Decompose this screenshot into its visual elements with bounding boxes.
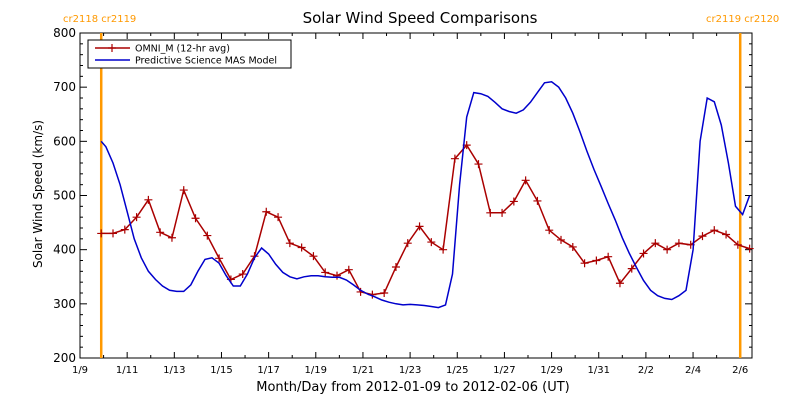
omni-data-point (710, 226, 719, 235)
omni-data-point (557, 235, 566, 244)
omni-data-point (203, 231, 212, 240)
x-tick-label: 1/15 (210, 365, 232, 376)
omni-data-point (97, 229, 106, 238)
omni-data-point (627, 264, 636, 273)
y-tick-label: 600 (53, 134, 76, 148)
x-axis-label: Month/Day from 2012-01-09 to 2012-02-06 … (256, 380, 569, 395)
omni-data-point (238, 270, 247, 279)
omni-data-point (722, 230, 731, 239)
legend-box (87, 39, 292, 69)
x-tick-label: 1/25 (446, 365, 468, 376)
omni-data-point (321, 268, 330, 277)
omni-data-point (144, 195, 153, 204)
x-tick-label: 1/19 (305, 365, 327, 376)
omni-data-point (474, 160, 483, 169)
omni-data-point (403, 239, 412, 248)
y-tick-label: 300 (53, 297, 76, 311)
omni-data-point (698, 232, 707, 241)
omni-data-point (639, 249, 648, 258)
omni-data-point (498, 208, 507, 217)
carrington-label: cr2119 cr2120 (706, 14, 779, 25)
x-tick-label: 2/2 (638, 365, 654, 376)
omni-data-point (427, 238, 436, 247)
omni-data-point (191, 214, 200, 223)
omni-data-point (333, 271, 342, 280)
x-tick-label: 1/21 (352, 365, 374, 376)
omni-data-point (262, 207, 271, 216)
y-tick-label: 800 (53, 26, 76, 40)
omni-data-point (120, 225, 129, 234)
omni-data-point (439, 245, 448, 254)
omni-data-point (615, 279, 624, 288)
x-tick-label: 1/29 (540, 365, 562, 376)
chart-title: Solar Wind Speed Comparisons (303, 9, 538, 27)
y-tick-label: 500 (53, 189, 76, 203)
x-tick-label: 1/13 (163, 365, 185, 376)
series-line-mas-model (100, 81, 751, 309)
omni-data-point (156, 228, 165, 237)
omni-data-point (533, 196, 542, 205)
y-axis-label: Solar Wind Speed (km/s) (31, 120, 45, 268)
omni-data-point (663, 245, 672, 254)
omni-data-point (274, 213, 283, 222)
omni-data-point (285, 239, 294, 248)
omni-data-point (391, 263, 400, 271)
plot-frame (79, 32, 753, 359)
omni-data-point (215, 254, 224, 263)
carrington-label: cr2118 cr2119 (63, 14, 136, 25)
x-tick-label: 1/23 (399, 365, 421, 376)
y-tick-label: 200 (53, 351, 76, 365)
x-tick-label: 1/9 (72, 365, 88, 376)
omni-data-point (592, 256, 601, 265)
omni-data-point (380, 289, 389, 297)
omni-data-point (344, 265, 353, 274)
y-tick-label: 400 (53, 243, 76, 257)
legend-label: Predictive Science MAS Model (135, 56, 277, 67)
omni-data-point (509, 197, 518, 206)
omni-data-point (132, 213, 141, 222)
legend-marker (108, 44, 116, 52)
y-tick-label: 700 (53, 80, 76, 94)
omni-data-point (674, 239, 683, 248)
omni-data-point (179, 186, 188, 195)
x-tick-label: 2/6 (732, 365, 748, 376)
omni-data-point (415, 222, 424, 231)
omni-data-point (450, 154, 459, 163)
omni-data-point (109, 229, 118, 238)
legend-label: OMNI_M (12-hr avg) (135, 44, 230, 55)
x-tick-label: 1/31 (588, 365, 610, 376)
omni-data-point (486, 208, 495, 217)
omni-data-point (297, 243, 306, 252)
x-tick-label: 1/17 (257, 365, 279, 376)
plot-layer: 200 300 400 500 600 700 800 1/9 1/11 1/13 1/15 1/17… (53, 14, 779, 376)
omni-data-point (651, 239, 660, 248)
series-line-omni (101, 143, 750, 296)
omni-data-point (309, 252, 318, 261)
omni-data-point (568, 242, 577, 251)
omni-data-point (580, 259, 589, 268)
x-tick-label: 1/11 (116, 365, 138, 376)
omni-data-point (167, 233, 176, 242)
omni-data-point (521, 176, 530, 185)
omni-data-point (604, 252, 613, 261)
omni-data-point (545, 226, 554, 235)
omni-data-point (733, 240, 742, 249)
omni-data-point (745, 244, 754, 253)
x-tick-label: 2/4 (685, 365, 701, 376)
x-tick-label: 1/27 (493, 365, 515, 376)
